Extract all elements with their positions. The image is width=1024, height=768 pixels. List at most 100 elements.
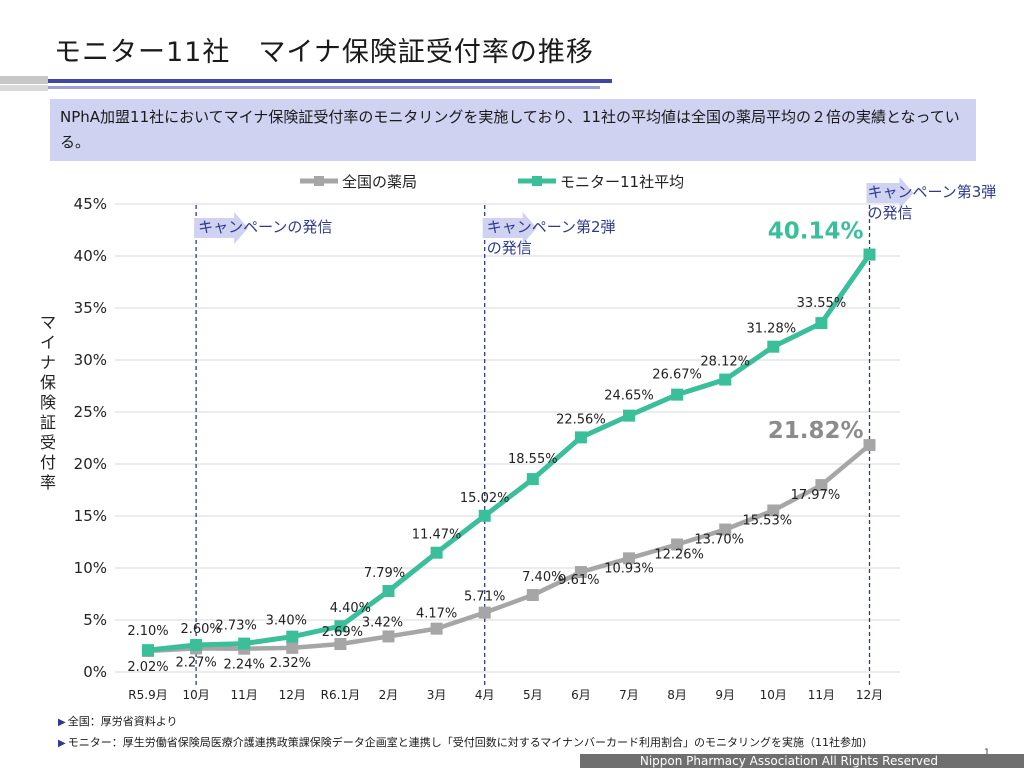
campaign-annotation-text: キャンペーン第3弾 bbox=[868, 183, 997, 201]
campaign-annotation-text: の発信 bbox=[868, 204, 913, 222]
monitor-point bbox=[142, 644, 154, 657]
monitor-data-label: 15.02% bbox=[460, 491, 510, 506]
monitor-data-label: 24.65% bbox=[604, 389, 654, 404]
summary-text: NPhA加盟11社においてマイナ保険証受付率のモニタリングを実施しており、11社… bbox=[60, 108, 960, 151]
y-tick-label: 35% bbox=[74, 299, 107, 317]
y-axis-label-char: イ bbox=[40, 333, 56, 352]
national-data-label: 15.53% bbox=[743, 513, 793, 528]
national-data-label: 2.27% bbox=[175, 655, 216, 670]
y-tick-label: 10% bbox=[74, 559, 107, 577]
x-tick-label: 6月 bbox=[571, 688, 591, 702]
monitor-point bbox=[623, 409, 635, 422]
x-tick-label: 11月 bbox=[231, 688, 258, 702]
national-point bbox=[334, 638, 347, 651]
y-axis-label-char: 受 bbox=[40, 433, 56, 452]
x-tick-label: 12月 bbox=[279, 688, 306, 702]
y-axis-label-char: 証 bbox=[40, 413, 56, 432]
national-final-label: 21.82% bbox=[768, 418, 864, 444]
national-data-label: 2.69% bbox=[322, 625, 363, 640]
monitor-data-label: 7.79% bbox=[364, 566, 405, 581]
national-point bbox=[815, 479, 828, 492]
x-tick-label: R5.9月 bbox=[128, 688, 167, 702]
campaign-arrow-icon bbox=[866, 177, 914, 209]
monitor-point bbox=[430, 546, 443, 559]
y-axis-label-char: 率 bbox=[40, 473, 56, 492]
national-point bbox=[526, 589, 539, 602]
national-data-label: 9.61% bbox=[558, 573, 599, 588]
monitor-data-label: 2.60% bbox=[180, 622, 221, 637]
national-data-label: 12.26% bbox=[654, 547, 704, 562]
monitor-point bbox=[478, 509, 491, 522]
national-point bbox=[863, 439, 876, 452]
campaign-annotation-text: キャンペーンの発信 bbox=[198, 218, 332, 236]
monitor-point bbox=[671, 388, 684, 401]
monitor-data-label: 26.67% bbox=[652, 368, 702, 383]
x-tick-label: 5月 bbox=[523, 688, 543, 702]
monitor-point bbox=[190, 638, 203, 651]
monitor-data-label: 22.56% bbox=[556, 412, 606, 427]
monitor-point bbox=[863, 248, 876, 261]
campaign-annotation-text: の発信 bbox=[487, 239, 532, 257]
y-axis-label-char: ナ bbox=[40, 353, 56, 372]
y-axis-label-char: 険 bbox=[40, 393, 56, 412]
y-tick-label: 15% bbox=[74, 507, 107, 525]
page-number: 1 bbox=[984, 748, 990, 758]
monitor-point bbox=[238, 637, 251, 650]
monitor-data-label: 18.55% bbox=[508, 452, 558, 467]
national-point bbox=[478, 606, 491, 619]
y-tick-label: 40% bbox=[74, 247, 107, 265]
national-data-label: 3.42% bbox=[362, 615, 403, 630]
summary-box: NPhA加盟11社においてマイナ保険証受付率のモニタリングを実施しており、11社… bbox=[50, 99, 976, 161]
national-data-label: 7.40% bbox=[522, 570, 563, 585]
national-data-label: 13.70% bbox=[694, 533, 744, 548]
monitor-point bbox=[526, 473, 539, 486]
monitor-data-label: 31.28% bbox=[747, 322, 797, 337]
national-data-label: 2.32% bbox=[270, 656, 311, 671]
x-tick-label: 10月 bbox=[760, 688, 787, 702]
x-tick-label: 4月 bbox=[475, 688, 495, 702]
x-tick-label: 9月 bbox=[715, 688, 735, 702]
title-rule bbox=[0, 76, 612, 91]
monitor-data-label: 2.73% bbox=[216, 619, 257, 634]
national-point bbox=[574, 566, 587, 579]
national-point bbox=[382, 630, 395, 643]
y-tick-label: 45% bbox=[74, 195, 107, 213]
national-point bbox=[286, 641, 299, 654]
campaign-arrow-icon bbox=[194, 212, 249, 244]
y-axis-label-char: 付 bbox=[40, 453, 56, 472]
footnote-national: ▶ 全国：厚労省資料より bbox=[58, 712, 866, 733]
bullet-triangle-icon: ▶ bbox=[58, 717, 66, 728]
national-series-line bbox=[147, 443, 871, 654]
footnote-monitor: ▶ モニター：厚生労働省保険局医療介護連携政策課保険データ企画室と連携し「受付回数… bbox=[58, 733, 866, 754]
y-tick-label: 25% bbox=[74, 403, 107, 421]
bullet-triangle-icon: ▶ bbox=[58, 738, 66, 749]
x-tick-label: 7月 bbox=[619, 688, 639, 702]
x-tick-label: 10月 bbox=[182, 688, 209, 702]
monitor-data-label: 11.47% bbox=[412, 528, 462, 543]
x-tick-label: 11月 bbox=[808, 688, 835, 702]
y-tick-label: 5% bbox=[83, 611, 107, 629]
national-data-label: 5.71% bbox=[464, 590, 505, 605]
footnote-monitor-text: モニター：厚生労働省保険局医療介護連携政策課保険データ企画室と連携し「受付回数に… bbox=[67, 736, 867, 749]
national-point bbox=[767, 504, 780, 517]
copyright-text: Nippon Pharmacy Association All Rights R… bbox=[639, 754, 938, 768]
national-point bbox=[719, 523, 732, 536]
national-data-label: 2.24% bbox=[224, 658, 265, 673]
monitor-data-label: 33.55% bbox=[797, 296, 847, 311]
x-tick-label: 2月 bbox=[379, 688, 399, 702]
campaign-arrow-icon bbox=[482, 212, 537, 244]
campaign-annotation-text: キャンペーン第2弾 bbox=[487, 218, 616, 236]
x-tick-label: 12月 bbox=[856, 688, 883, 702]
monitor-data-label: 3.40% bbox=[266, 614, 307, 629]
footnotes: ▶ 全国：厚労省資料より ▶ モニター：厚生労働省保険局医療介護連携政策課保険データ… bbox=[58, 712, 866, 754]
x-tick-label: R6.1月 bbox=[321, 688, 360, 702]
x-tick-label: 8月 bbox=[667, 688, 687, 702]
footer-bar: Nippon Pharmacy Association All Rights R… bbox=[580, 754, 1024, 768]
y-axis-label-char: マ bbox=[40, 313, 56, 332]
national-point bbox=[623, 552, 635, 565]
y-tick-label: 30% bbox=[74, 351, 107, 369]
monitor-point bbox=[286, 630, 299, 643]
national-data-label: 17.97% bbox=[791, 488, 841, 503]
national-point bbox=[430, 622, 443, 635]
national-data-label: 10.93% bbox=[604, 561, 654, 576]
